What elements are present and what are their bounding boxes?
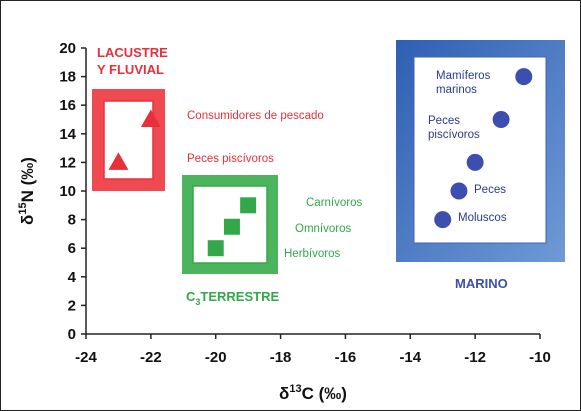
triangle-point — [140, 109, 161, 127]
region-boxes — [92, 40, 565, 274]
y-tick-label: 8 — [68, 212, 76, 229]
terrestre-title: C3TERRESTRE — [186, 289, 279, 307]
x-tick-label: -16 — [335, 349, 357, 366]
y-axis-label: δ15N (‰) — [17, 157, 37, 225]
peces-marino-label: Peces — [474, 184, 506, 196]
square-point — [207, 240, 224, 257]
peces-piscivoros-marino-label-2: piscívoros — [428, 129, 480, 141]
x-tick-label: -14 — [399, 349, 421, 366]
y-tick-label: 0 — [68, 326, 76, 343]
peces-piscivoros-marino-label-1: Peces — [428, 115, 460, 127]
x-tick-label: -20 — [205, 349, 227, 366]
annotations: LACUSTRE Y FLUVIAL Consumidores de pesca… — [97, 45, 508, 307]
y-tick-label: 20 — [59, 40, 76, 57]
y-tick-label: 16 — [59, 97, 76, 114]
x-tick-label: -18 — [270, 349, 292, 366]
circle-point — [434, 211, 452, 229]
y-tick-label: 10 — [59, 183, 76, 200]
x-axis-label: δ13C (‰) — [279, 383, 347, 403]
peces-piscivoros-lacustre-label: Peces piscívoros — [187, 153, 274, 165]
y-tick-label: 18 — [59, 69, 76, 86]
mamiferos-label-1: Mamíferos — [436, 70, 491, 82]
y-tick-label: 14 — [59, 126, 76, 143]
square-point — [240, 197, 257, 214]
marino-box-inner — [413, 56, 547, 244]
x-tick-label: -10 — [529, 349, 551, 366]
y-axis-ticks: 0 2 4 6 8 10 12 14 16 18 20 — [59, 40, 86, 343]
circle-point — [515, 68, 533, 86]
moluscos-label: Moluscos — [458, 212, 507, 224]
y-tick-label: 6 — [68, 240, 76, 257]
circle-point — [450, 182, 468, 200]
lacustre-title-1: LACUSTRE — [97, 45, 168, 60]
y-tick-label: 2 — [68, 297, 76, 314]
herbivoros-label: Herbívoros — [284, 248, 340, 260]
omnivoros-label: Omnívoros — [295, 223, 351, 235]
triangle-point — [108, 152, 129, 170]
x-tick-label: -12 — [464, 349, 486, 366]
lacustre-title-2: Y FLUVIAL — [97, 62, 164, 77]
circle-point — [492, 111, 510, 128]
x-axis-ticks: -24 -22 -20 -18 -16 -14 -12 -10 — [75, 334, 551, 366]
x-tick-label: -24 — [75, 349, 97, 366]
square-point — [223, 218, 240, 235]
circle-point — [466, 153, 484, 171]
carnivoros-label: Carnívoros — [306, 197, 362, 209]
mamiferos-label-2: marinos — [436, 84, 477, 96]
consumidores-label: Consumidores de pescado — [187, 110, 324, 122]
y-tick-label: 4 — [68, 269, 77, 286]
data-points — [108, 68, 533, 257]
marino-title: MARINO — [455, 276, 508, 291]
y-tick-label: 12 — [59, 154, 76, 171]
x-tick-label: -22 — [140, 349, 162, 366]
